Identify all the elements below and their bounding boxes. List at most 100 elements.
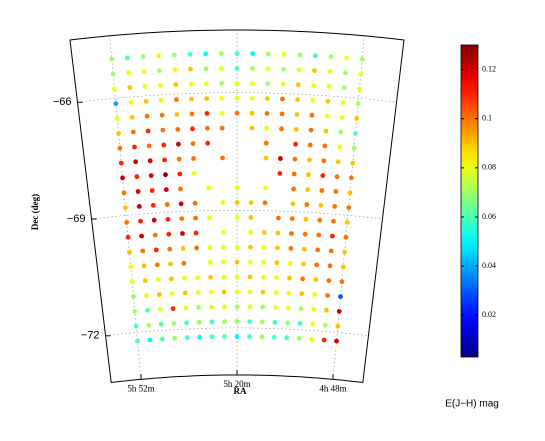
extinction-point <box>339 279 345 285</box>
extinction-point <box>147 158 153 164</box>
extinction-point <box>344 55 349 61</box>
extinction-point <box>204 111 210 116</box>
extinction-point <box>138 218 143 224</box>
extinction-point <box>184 335 190 341</box>
extinction-point <box>209 304 214 310</box>
extinction-point <box>118 160 124 166</box>
extinction-point <box>172 67 178 73</box>
extinction-point <box>289 231 294 236</box>
extinction-point <box>112 86 117 92</box>
extinction-point <box>234 80 240 86</box>
extinction-point <box>249 95 255 101</box>
colorbar-tick-label: 0.06 <box>482 212 496 221</box>
extinction-point <box>166 231 172 237</box>
extinction-point <box>322 322 328 328</box>
extinction-point <box>301 246 307 252</box>
extinction-point <box>109 56 115 62</box>
extinction-point <box>249 110 255 116</box>
extinction-point <box>288 246 294 251</box>
extinction-point <box>358 71 364 77</box>
extinction-point <box>311 83 316 88</box>
extinction-point <box>247 274 253 280</box>
extinction-point <box>132 144 137 150</box>
extinction-point <box>312 292 318 297</box>
extinction-point <box>197 334 203 340</box>
extinction-point <box>193 215 199 221</box>
extinction-point <box>205 140 211 146</box>
extinction-point <box>309 336 314 342</box>
extinction-point <box>158 98 164 103</box>
extinction-point <box>190 141 196 147</box>
extinction-point <box>160 336 165 342</box>
extinction-point <box>219 66 224 71</box>
extinction-point <box>203 81 209 87</box>
extinction-point <box>126 249 132 255</box>
extinction-point <box>344 220 350 225</box>
extinction-point <box>121 190 127 196</box>
extinction-point <box>300 276 305 282</box>
extinction-point <box>296 335 302 341</box>
extinction-point <box>249 81 255 86</box>
extinction-point <box>220 200 226 206</box>
extinction-point <box>262 185 268 191</box>
x-tick-label: 5h 52m <box>127 383 154 393</box>
extinction-point <box>343 234 349 240</box>
extinction-point <box>335 323 341 329</box>
extinction-point <box>158 83 163 88</box>
extinction-point <box>116 131 121 136</box>
extinction-point <box>333 189 339 194</box>
extinction-point <box>136 204 142 209</box>
extinction-point <box>234 185 240 191</box>
extinction-point <box>234 274 240 280</box>
y-tick-label: −72 <box>81 330 100 342</box>
extinction-point <box>133 159 139 165</box>
extinction-point <box>264 96 270 101</box>
extinction-point <box>261 260 266 265</box>
extinction-point <box>277 171 283 176</box>
extinction-point <box>260 304 265 310</box>
extinction-point <box>250 51 256 56</box>
extinction-point <box>120 175 125 181</box>
extinction-point <box>338 129 344 135</box>
colorbar-tick-label: 0.1 <box>482 114 492 123</box>
extinction-point <box>174 97 179 102</box>
extinction-point <box>301 261 306 267</box>
extinction-point <box>117 145 123 151</box>
extinction-point <box>234 304 240 310</box>
extinction-point <box>179 216 185 222</box>
grid-line <box>91 209 383 220</box>
extinction-point <box>219 81 225 86</box>
extinction-point <box>337 144 342 150</box>
extinction-point <box>319 188 325 193</box>
extinction-point <box>160 127 166 133</box>
extinction-point <box>340 264 346 270</box>
extinction-point <box>291 171 297 177</box>
extinction-point <box>175 126 181 132</box>
extinction-point <box>279 126 284 132</box>
extinction-point <box>284 335 290 341</box>
extinction-point <box>145 128 151 134</box>
y-tick-label: −69 <box>67 213 86 225</box>
extinction-point <box>219 110 225 116</box>
extinction-point <box>327 263 333 269</box>
extinction-point <box>153 247 159 253</box>
extinction-point <box>274 275 279 280</box>
extinction-point <box>192 200 198 206</box>
extinction-point <box>324 113 330 119</box>
extinction-point <box>157 307 163 312</box>
colorbar-label: E(J−H) mag <box>445 399 499 410</box>
extinction-point <box>278 156 283 161</box>
extinction-point <box>234 215 240 220</box>
extinction-point <box>297 321 303 326</box>
extinction-point <box>177 171 183 177</box>
extinction-point <box>247 319 253 325</box>
extinction-point <box>167 246 173 252</box>
extinction-point <box>221 304 227 310</box>
extinction-point <box>305 187 311 193</box>
extinction-point <box>191 156 197 161</box>
extinction-point <box>188 66 193 72</box>
extinction-point <box>273 305 278 310</box>
extinction-point <box>234 66 240 71</box>
extinction-point <box>178 186 183 192</box>
extinction-point <box>176 156 182 162</box>
